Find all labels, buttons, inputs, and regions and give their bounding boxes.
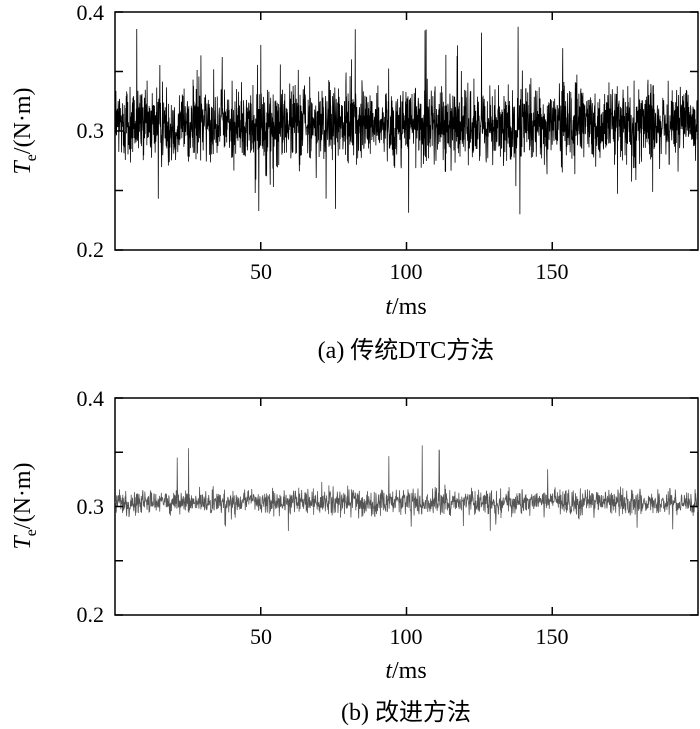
panel-b-y-tick-label-1: 0.3 [77, 494, 105, 519]
panel-a-x-tick-label-1: 100 [390, 259, 423, 284]
panel-a-caption: (a) 传统DTC方法 [318, 337, 495, 364]
panel-a-torque-series [114, 26, 699, 215]
panel-b-x-tick-label-0: 50 [250, 624, 272, 649]
panel-a-ticks [115, 11, 698, 251]
panel-a-y-tick-label-1: 0.3 [77, 118, 105, 143]
panel-b-plot-area [114, 397, 699, 616]
panel-a-y-axis-label: Te/(N·m) [10, 87, 40, 174]
panel-b-caption: (b) 改进方法 [341, 699, 471, 726]
panel-a-x-axis-label: t/ms [385, 294, 426, 320]
panel-b-y-tick-label-0: 0.2 [77, 602, 105, 627]
panel-b-x-tick-label-1: 100 [390, 624, 423, 649]
panel-a: 0.2 0.3 0.4 50 100 150 t/ms Te/(N·m) (a)… [10, 0, 699, 364]
panel-b-torque-series [114, 445, 699, 531]
panel-b-y-axis-label: Te/(N·m) [10, 462, 40, 549]
panel-a-x-tick-label-0: 50 [250, 259, 272, 284]
panel-b: 0.2 0.3 0.4 50 100 150 t/ms Te/(N·m) (b)… [10, 386, 699, 726]
panel-a-x-tick-label-2: 150 [536, 259, 569, 284]
panel-a-plot-area [114, 11, 699, 251]
panel-b-ticks [115, 397, 698, 616]
panel-b-x-axis-label: t/ms [385, 658, 426, 684]
panel-b-y-tick-label-2: 0.4 [77, 386, 105, 411]
panel-b-x-tick-label-2: 150 [536, 624, 569, 649]
panel-a-y-tick-label-0: 0.2 [77, 237, 105, 262]
panel-a-y-tick-label-2: 0.4 [77, 0, 105, 25]
